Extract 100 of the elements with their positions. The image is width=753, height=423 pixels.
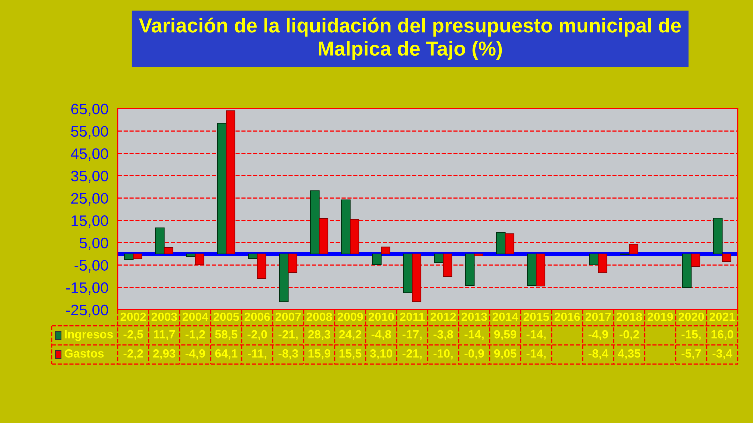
y-tick-label: 45,00: [71, 148, 108, 162]
bar: [598, 254, 608, 274]
data-label: 15,9: [308, 350, 331, 360]
data-label: -14,: [526, 330, 546, 341]
bar: [341, 200, 351, 255]
y-tick-label: 5,00: [80, 238, 108, 250]
bar: [629, 244, 639, 255]
data-label: -4,9: [186, 350, 206, 360]
x-tick-label: 2002: [120, 312, 146, 322]
y-tick-label: -15,00: [66, 282, 108, 296]
x-tick-label: 2004: [182, 312, 209, 322]
x-tick-label: 2013: [462, 312, 488, 322]
legend-label: Ingresos: [65, 330, 114, 342]
y-tick-label: 25,00: [72, 193, 108, 206]
data-label: 11,7: [154, 330, 176, 341]
x-tick-label: 2008: [306, 312, 332, 322]
data-label: 24,2: [339, 330, 362, 341]
bar: [403, 254, 413, 294]
bar: [372, 254, 382, 266]
data-label: -8,3: [278, 350, 298, 360]
data-label: 2,93: [153, 350, 176, 360]
data-label: 9,05: [494, 350, 517, 360]
y-tick-label: 55,00: [71, 126, 108, 139]
data-label: -3,8: [434, 330, 454, 341]
bar: [257, 254, 267, 280]
data-label: -14,: [526, 350, 546, 360]
data-label: -2,5: [124, 330, 144, 341]
x-tick-label: 2003: [152, 312, 178, 322]
data-label: 4,35: [618, 350, 641, 360]
bar: [474, 254, 484, 257]
bar: [536, 254, 546, 287]
data-label: -4,9: [588, 330, 608, 341]
data-label: -2,0: [248, 330, 268, 341]
data-label: -3,4: [712, 350, 733, 360]
data-label: -15,: [682, 330, 701, 341]
bar: [381, 246, 391, 255]
bar: [288, 254, 298, 274]
bar: [691, 254, 701, 268]
chart-title: Variación de la liquidación del presupuesto municipal de Malpica de Tajo (%): [139, 18, 682, 60]
bar: [279, 254, 289, 302]
x-tick-label: 2006: [244, 312, 270, 322]
data-label: 16,0: [712, 330, 734, 341]
bar: [682, 254, 692, 288]
data-label: -21,: [402, 350, 422, 360]
data-label: 58,5: [215, 330, 238, 341]
data-label: -1,2: [186, 330, 206, 341]
bar: [310, 190, 320, 255]
x-tick-label: 2019: [648, 312, 674, 322]
x-tick-label: 2011: [400, 312, 425, 322]
data-label: -21,: [278, 330, 298, 341]
data-label: -0,9: [464, 350, 484, 360]
data-label: -14,: [464, 330, 484, 341]
bar: [443, 254, 453, 278]
bar: [195, 254, 205, 266]
data-label: 9,59: [494, 330, 517, 341]
data-label: -8,4: [588, 350, 609, 360]
bar: [164, 247, 174, 255]
x-tick-label: 2018: [616, 312, 642, 322]
bar: [722, 254, 732, 262]
x-tick-label: 2005: [214, 312, 240, 322]
y-tick-label: -5,00: [74, 260, 108, 273]
x-tick-label: 2015: [524, 312, 550, 322]
bar: [133, 254, 143, 260]
data-label: 64,1: [215, 350, 238, 360]
x-tick-label: 2020: [678, 312, 704, 322]
x-tick-label: 2010: [368, 312, 394, 322]
data-label: -11,: [248, 350, 267, 360]
bar: [465, 254, 475, 286]
x-tick-label: 2009: [338, 312, 364, 322]
data-label: 28,3: [308, 330, 331, 341]
x-tick-label: 2021: [710, 312, 736, 322]
bar: [505, 234, 515, 255]
bar: [226, 110, 236, 255]
x-tick-label: 2012: [430, 312, 456, 322]
y-tick-label: -25,00: [66, 304, 108, 318]
data-label: 3,10: [370, 350, 393, 360]
data-label: 15,5: [340, 350, 362, 360]
data-label: -10,: [434, 350, 453, 360]
y-tick-label: 15,00: [72, 216, 108, 228]
bar: [155, 228, 165, 255]
x-tick-label: 2014: [492, 312, 519, 322]
data-label: -0,2: [620, 330, 640, 341]
y-tick-label: 65,00: [72, 104, 108, 116]
x-tick-label: 2007: [276, 312, 302, 322]
bar: [412, 254, 422, 302]
data-label: -2,2: [124, 350, 144, 360]
bar: [589, 254, 599, 266]
bar: [319, 218, 329, 255]
legend-label: Gastos: [64, 350, 104, 358]
data-label: -4,8: [372, 330, 392, 341]
x-tick-label: 2017: [586, 312, 612, 322]
data-label: -5,7: [682, 350, 702, 360]
bar: [496, 232, 506, 255]
x-tick-label: 2016: [554, 312, 580, 322]
bar: [527, 254, 537, 286]
bar: [217, 123, 227, 255]
data-label: -17,: [402, 330, 422, 341]
bar: [350, 219, 360, 255]
bar: [713, 218, 723, 255]
y-tick-label: 35,00: [71, 170, 108, 184]
